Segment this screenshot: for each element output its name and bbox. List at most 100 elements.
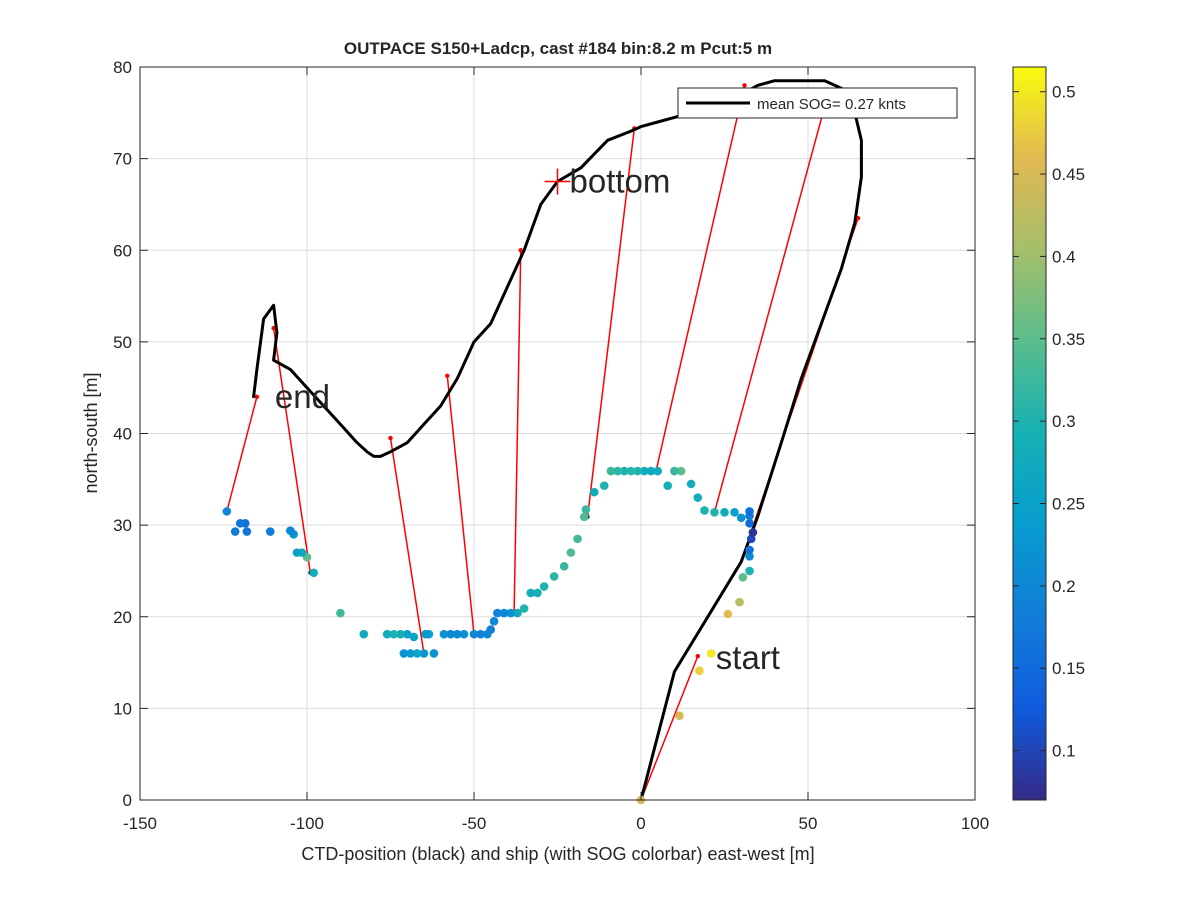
ship-point — [222, 507, 232, 516]
x-tick-label: 100 — [961, 814, 989, 833]
x-tick-label: -150 — [123, 814, 157, 833]
ship-point — [566, 548, 576, 557]
annotations: bottom end start — [275, 163, 780, 676]
ship-point — [526, 588, 536, 598]
ship-point — [745, 518, 754, 528]
ship-point — [599, 481, 609, 491]
ship-point — [720, 507, 729, 517]
connector-line — [586, 128, 636, 517]
x-tick-label: -100 — [290, 814, 324, 833]
annotation-start: start — [716, 639, 780, 676]
connector-line — [513, 250, 522, 614]
colorbar-tick-label: 0.1 — [1052, 742, 1076, 761]
ship-point — [736, 513, 746, 523]
ship-point — [693, 493, 703, 502]
ship-point — [710, 507, 719, 517]
ship-point — [700, 506, 709, 515]
ship-point — [745, 566, 754, 576]
axes: -150 -100 -50 0 50 100 0 10 20 30 40 50 60 70 80 — [113, 58, 989, 833]
ship-point — [359, 629, 369, 639]
ship-point — [506, 608, 516, 618]
ship-point — [646, 466, 656, 476]
ship-point — [676, 466, 686, 476]
x-axis-label: CTD-position (black) and ship (with SOG … — [301, 844, 814, 864]
colorbar-tick-label: 0.35 — [1052, 330, 1085, 349]
ship-point — [429, 649, 439, 658]
colorbar-tick-label: 0.45 — [1052, 165, 1085, 184]
ship-point — [735, 597, 744, 607]
y-tick-label: 50 — [113, 333, 132, 352]
y-tick-label: 10 — [113, 699, 132, 718]
ship-point — [292, 548, 302, 557]
legend-label: mean SOG= 0.27 knts — [757, 96, 906, 113]
colorbar-tick-label: 0.15 — [1052, 659, 1085, 678]
annotation-bottom: bottom — [570, 163, 671, 200]
ship-point — [389, 629, 399, 639]
ship-point — [459, 629, 469, 639]
annotation-end: end — [275, 378, 330, 415]
ship-point — [633, 466, 642, 476]
ctd-marker — [271, 325, 276, 331]
x-tick-label: 0 — [636, 814, 645, 833]
ship-point — [409, 632, 419, 642]
y-axis-label: north-south [m] — [81, 372, 101, 493]
ship-point — [675, 711, 684, 721]
ship-points — [222, 466, 758, 805]
connector-line — [655, 85, 746, 472]
y-tick-label: 40 — [113, 425, 132, 444]
y-tick-label: 80 — [113, 58, 132, 77]
x-tick-label: -50 — [462, 814, 487, 833]
chart-title: OUTPACE S150+Ladcp, cast #184 bin:8.2 m … — [344, 39, 772, 58]
ship-point — [653, 466, 662, 476]
ship-point — [402, 629, 412, 639]
ship-point — [745, 551, 754, 561]
ship-point — [412, 649, 422, 658]
ship-point — [286, 526, 295, 535]
colorbar-tick-label: 0.2 — [1052, 577, 1076, 596]
ship-point — [748, 528, 758, 537]
ship-point — [399, 649, 409, 658]
ship-point — [723, 609, 733, 619]
ship-point — [706, 649, 716, 658]
ctd-marker — [742, 83, 747, 88]
ship-point — [309, 568, 318, 578]
ship-point — [738, 573, 748, 582]
ship-point — [695, 666, 704, 676]
ship-point — [230, 527, 240, 536]
ship-point — [469, 629, 479, 639]
ship-point — [559, 562, 569, 571]
ship-point — [539, 582, 549, 591]
colorbar-tick-label: 0.4 — [1052, 247, 1076, 266]
ship-point — [606, 466, 616, 476]
ctd-marker — [254, 394, 260, 400]
ship-point — [499, 608, 509, 618]
ship-point — [533, 588, 542, 598]
ship-point — [579, 512, 589, 522]
bottom-marker — [544, 168, 571, 195]
colorbar: 0.1 0.15 0.2 0.25 0.3 0.35 0.4 0.45 0.5 — [1012, 66, 1085, 801]
ship-point — [406, 649, 415, 658]
ship-point — [549, 572, 559, 581]
x-tick-label: 50 — [799, 814, 818, 833]
ship-point — [242, 527, 252, 536]
grid-lines — [140, 67, 975, 800]
ship-point — [439, 629, 449, 639]
ship-point — [489, 617, 499, 626]
ship-point — [745, 545, 754, 555]
y-tick-label: 70 — [113, 150, 132, 169]
ship-point — [626, 466, 636, 476]
ship-point — [670, 466, 679, 476]
colorbar-tick-label: 0.3 — [1052, 412, 1076, 431]
ctd-marker — [445, 373, 450, 378]
ship-point — [640, 466, 649, 476]
ship-point — [421, 629, 430, 639]
y-tick-label: 60 — [113, 241, 132, 260]
ship-point — [589, 487, 599, 497]
connector-line — [226, 396, 258, 512]
ship-point — [730, 507, 739, 517]
ship-point — [519, 604, 529, 613]
ship-point — [613, 466, 622, 476]
connector-line — [713, 106, 826, 513]
ship-point — [663, 481, 673, 491]
